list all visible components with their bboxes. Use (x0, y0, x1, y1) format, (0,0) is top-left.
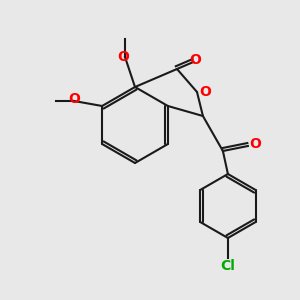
Text: Cl: Cl (220, 259, 235, 273)
Text: O: O (68, 92, 80, 106)
Text: O: O (249, 137, 261, 151)
Text: O: O (190, 53, 202, 67)
Text: O: O (199, 85, 211, 99)
Text: O: O (117, 50, 129, 64)
